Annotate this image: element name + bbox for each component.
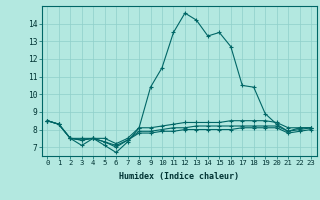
X-axis label: Humidex (Indice chaleur): Humidex (Indice chaleur) bbox=[119, 172, 239, 181]
